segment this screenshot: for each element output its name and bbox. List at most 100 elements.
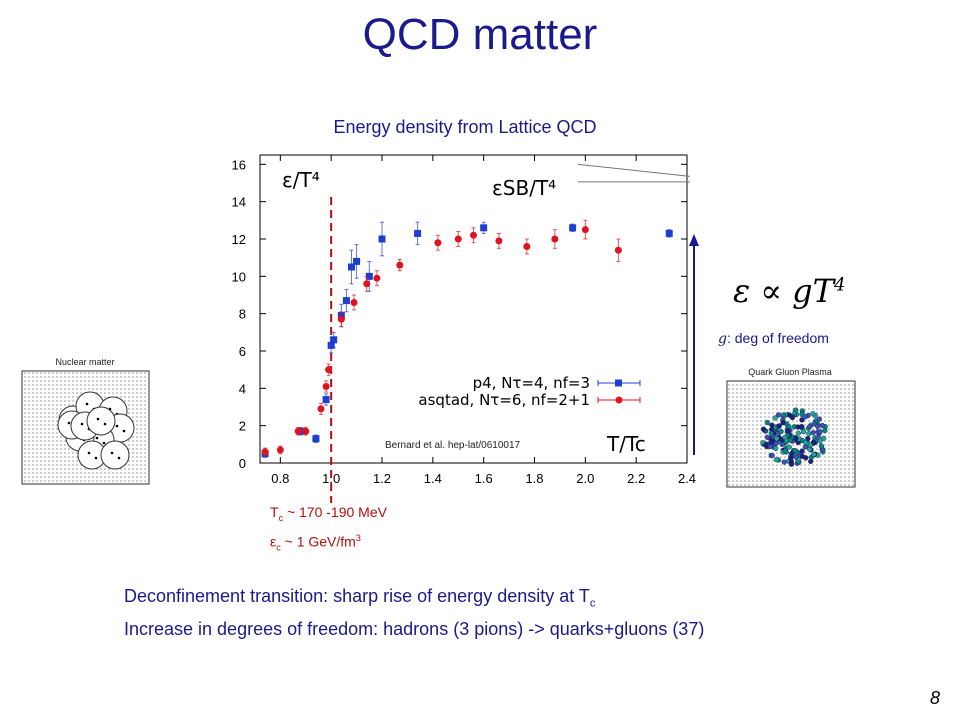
quark-dot: [117, 456, 121, 460]
qgp-particle: [802, 439, 809, 446]
x-axis-label: T/Tc: [606, 432, 646, 456]
quark-dot: [103, 422, 107, 426]
nucleon: [100, 440, 130, 470]
data-point: [365, 272, 373, 280]
y-tick-label: 12: [232, 232, 246, 247]
qgp-particle: [760, 426, 767, 432]
y-tick-label: 4: [239, 381, 246, 396]
qgp-particle: [799, 417, 805, 423]
y-tick-label: 8: [239, 307, 246, 322]
data-point: [353, 257, 361, 265]
tc-note: Tc ~ 170 -190 MeV εc ~ 1 GeV/fm3: [270, 502, 387, 557]
nucleons: [57, 391, 135, 470]
quark-dot: [102, 441, 106, 445]
bottom-text: Deconfinement transition: sharp rise of …: [124, 584, 704, 642]
nuclear-matter-illustration: [21, 370, 150, 485]
data-point: [294, 427, 302, 435]
data-point: [317, 405, 325, 413]
qgp-particle: [764, 434, 770, 440]
qgp-particle: [815, 434, 821, 440]
qgp-particle: [768, 430, 775, 437]
x-tick-label: 0.8: [271, 471, 289, 486]
qgp-particle: [802, 414, 808, 420]
qgp-particles: [760, 407, 828, 467]
legend-marker: [615, 379, 622, 387]
qgp-particle: [818, 443, 825, 449]
qgp-illustration: [726, 380, 856, 488]
qgp-particle: [786, 444, 792, 450]
qgp-particle: [781, 459, 787, 465]
qgp-particle: [773, 440, 779, 447]
qgp-particle: [792, 448, 798, 454]
qgp-particle: [793, 407, 799, 413]
data-point: [327, 341, 335, 349]
qgp-particle: [822, 428, 828, 434]
page-number: 8: [930, 688, 941, 708]
data-point: [480, 224, 488, 232]
qgp-particle: [816, 416, 822, 422]
qgp-particle: [780, 420, 786, 426]
data-point: [396, 261, 404, 269]
y-axis-label: ε/T⁴: [282, 168, 320, 192]
data-point: [363, 280, 371, 288]
qgp-particle: [788, 455, 794, 461]
legend-marker: [615, 396, 623, 404]
qgp-particle: [769, 453, 775, 459]
quark-dot: [96, 417, 100, 421]
qgp-particle: [806, 431, 812, 437]
x-tick-label: 1.6: [475, 471, 493, 486]
qgp-particle: [811, 451, 817, 458]
qgp-particle: [807, 423, 813, 430]
x-tick-label: 1.4: [424, 471, 442, 486]
qgp-particle: [807, 442, 814, 448]
qgp-particle: [772, 415, 778, 421]
quark-dot: [115, 424, 119, 428]
quark-dot: [94, 456, 98, 460]
qgp-particle: [776, 423, 782, 429]
x-tick-label: 2.2: [627, 471, 645, 486]
data-point: [523, 242, 531, 250]
qgp-particle: [786, 424, 792, 430]
qgp-particle: [810, 411, 816, 417]
qgp-particle: [775, 412, 782, 418]
qgp-particle: [810, 430, 816, 436]
qgp-particle: [782, 448, 789, 454]
quark-dot: [87, 451, 91, 455]
qgp-particle: [799, 448, 805, 454]
qgp-particle: [799, 424, 805, 430]
data-point: [325, 366, 333, 374]
legend-label: p4, Nτ=4, nf=3: [473, 374, 590, 392]
plot-layer: 0.8 1.0 1.2 1.4 1.6 1.8 2.0 2.2 2.4 0 2 4 6 8 10 12 14 16…: [232, 154, 696, 503]
nuclear-matter-label: Nuclear matter: [55, 357, 115, 367]
qgp-particle: [782, 434, 788, 441]
data-point: [261, 448, 269, 456]
y-tick-label: 14: [232, 195, 246, 210]
series-2: [261, 219, 622, 457]
data-point: [337, 315, 345, 323]
data-point: [581, 226, 589, 234]
nucleon: [86, 406, 116, 436]
qgp-particle: [767, 443, 774, 450]
data-point: [454, 235, 462, 243]
qgp-particle: [778, 428, 784, 435]
tc-energy-density: εc ~ 1 GeV/fm3: [270, 532, 361, 553]
quark-dot: [122, 429, 126, 433]
y-tick-label: 16: [232, 157, 246, 172]
y-tick-label: 2: [239, 419, 246, 434]
qgp-particle: [769, 422, 775, 428]
sb-limit-label: εSB/T⁴: [492, 176, 556, 200]
data-point: [665, 229, 673, 237]
data-point: [470, 231, 477, 239]
x-tick-label: 1.8: [525, 471, 543, 486]
data-point: [373, 274, 381, 282]
data-point: [569, 224, 577, 232]
plot-frame: [259, 154, 688, 464]
data-point: [378, 235, 386, 243]
x-tick-label: 1.0: [322, 471, 340, 486]
data-point: [614, 246, 622, 254]
qgp-particle: [801, 429, 807, 435]
qgp-particle: [819, 422, 826, 429]
qgp-particle: [793, 435, 799, 441]
